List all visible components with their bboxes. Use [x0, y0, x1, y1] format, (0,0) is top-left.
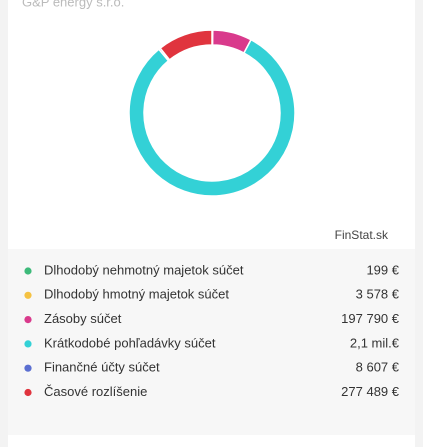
value-label: 3 578 € [356, 287, 400, 302]
legend-dot [24, 388, 32, 397]
legend-dot [24, 340, 32, 348]
legend-dot [24, 316, 32, 324]
legend-label: Krátkodobé pohľadávky súčet [44, 335, 216, 350]
value-label: 2,1 mil.€ [350, 335, 400, 350]
legend-dot [24, 291, 32, 299]
legend-label: Dlhodobý nehmotný majetok súčet [44, 262, 244, 277]
value-label: 197 790 € [341, 311, 400, 326]
legend-label: Zásoby súčet [44, 311, 122, 326]
donut-segment [128, 38, 296, 197]
chart-subtitle: G&P energy s.r.o. [22, 0, 124, 9]
legend-table [8, 249, 415, 435]
legend-label: Dlhodobý hmotný majetok súčet [44, 287, 229, 302]
donut-segment [159, 29, 213, 61]
value-label: 8 607 € [356, 360, 400, 375]
legend-dot [24, 267, 32, 275]
value-label: 277 489 € [341, 384, 400, 399]
legend-label: Časové rozlíšenie [44, 384, 147, 399]
legend-dot [24, 364, 32, 372]
source: FinStat.sk [335, 228, 389, 242]
legend-label: Finančné účty súčet [44, 360, 160, 375]
value-label: 199 € [366, 262, 399, 277]
